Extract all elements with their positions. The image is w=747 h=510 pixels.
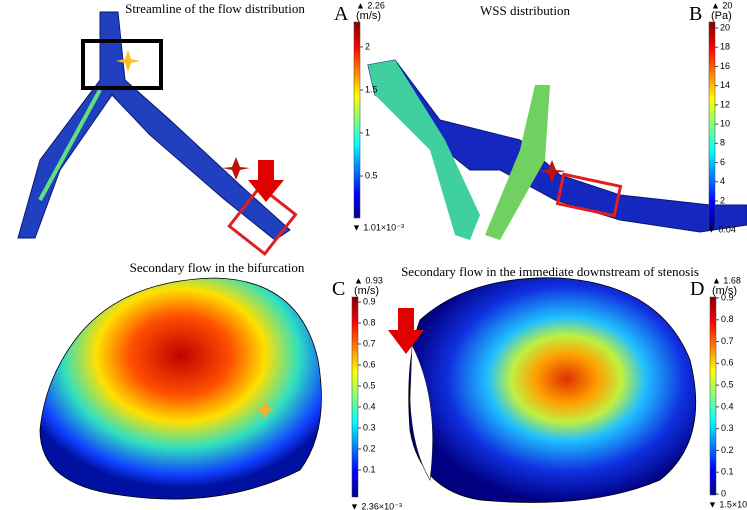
panel-title: Secondary flow in the bifurcation bbox=[130, 260, 305, 275]
panel-b-image bbox=[367, 59, 747, 240]
colorbar-tick-label: 14 bbox=[720, 80, 730, 90]
panel-letter: D bbox=[690, 278, 704, 300]
colorbar-tick-label: 0.1 bbox=[363, 464, 376, 474]
colorbar-tick-label: 0.3 bbox=[363, 422, 376, 432]
colorbar-tick-label: 1.5 bbox=[365, 84, 378, 94]
colorbar-tick-label: 0.8 bbox=[721, 314, 734, 324]
colorbar-unit: (m/s) bbox=[712, 285, 737, 297]
colorbar bbox=[709, 296, 717, 496]
panel-title: WSS distribution bbox=[480, 3, 570, 18]
colorbar-max: ▲ 1.68 bbox=[712, 275, 741, 285]
panel-letter: A bbox=[334, 3, 349, 25]
colorbar-tick-label: 0.8 bbox=[363, 317, 376, 327]
colorbar-tick-label: 0.5 bbox=[721, 379, 734, 389]
colorbar-tick-label: 16 bbox=[720, 61, 730, 71]
colorbar-tick-label: 0.7 bbox=[363, 338, 376, 348]
colorbar-tick-label: 0 bbox=[721, 488, 726, 498]
colorbar-tick-label: 0.6 bbox=[721, 358, 734, 368]
colorbar-tick-label: 0.2 bbox=[363, 443, 376, 453]
colorbar-unit: (m/s) bbox=[356, 10, 381, 22]
colorbar-min: ▼ 2.36×10⁻³ bbox=[350, 501, 402, 510]
panel-title: Streamline of the flow distribution bbox=[125, 1, 305, 16]
colorbar-tick-label: 20 bbox=[720, 22, 730, 32]
colorbar-tick-label: 0.5 bbox=[363, 380, 376, 390]
colorbar-unit: (m/s) bbox=[354, 285, 379, 297]
colorbar-tick-label: 6 bbox=[720, 157, 725, 167]
panel-c-image bbox=[39, 277, 322, 500]
colorbar-min: ▼ 1.5×10⁻³ bbox=[708, 499, 747, 509]
colorbar-tick-label: 0.4 bbox=[363, 401, 376, 411]
colorbar-unit: (Pa) bbox=[711, 10, 732, 22]
panel-letter: B bbox=[689, 3, 702, 25]
colorbar-min: ▼ 0.04 bbox=[707, 224, 736, 234]
colorbar-max: ▲ 20 bbox=[711, 0, 732, 10]
colorbar-tick-label: 0.9 bbox=[721, 292, 734, 302]
colorbar-tick-label: 0.2 bbox=[721, 445, 734, 455]
colorbar-max: ▲ 0.93 bbox=[354, 275, 383, 285]
colorbar-tick-label: 8 bbox=[720, 138, 725, 148]
colorbar-tick-label: 2 bbox=[720, 195, 725, 205]
colorbar-tick-label: 1 bbox=[365, 127, 370, 137]
colorbar bbox=[351, 296, 359, 498]
colorbar-max: ▲ 2.26 bbox=[356, 0, 385, 10]
colorbar-tick-label: 0.1 bbox=[721, 467, 734, 477]
colorbar-tick-label: 12 bbox=[720, 99, 730, 109]
panel-letter: C bbox=[332, 278, 345, 300]
colorbar-tick-label: 0.4 bbox=[721, 401, 734, 411]
colorbar-tick-label: 0.3 bbox=[721, 423, 734, 433]
panel-d-image bbox=[388, 277, 697, 503]
colorbar-tick-label: 0.9 bbox=[363, 296, 376, 306]
colorbar-tick-label: 0.7 bbox=[721, 336, 734, 346]
colorbar-tick-label: 10 bbox=[720, 118, 730, 128]
panel-title: Secondary flow in the immediate downstre… bbox=[401, 264, 699, 279]
colorbar-min: ▼ 1.01×10⁻³ bbox=[352, 222, 404, 232]
colorbar-tick-label: 2 bbox=[365, 41, 370, 51]
panel-a-image bbox=[17, 11, 298, 256]
colorbar bbox=[353, 21, 361, 219]
colorbar-tick-label: 0.6 bbox=[363, 359, 376, 369]
colorbar bbox=[708, 21, 716, 229]
colorbar-tick-label: 4 bbox=[720, 176, 725, 186]
colorbar-tick-label: 0.5 bbox=[365, 170, 378, 180]
colorbar-tick-label: 18 bbox=[720, 42, 730, 52]
